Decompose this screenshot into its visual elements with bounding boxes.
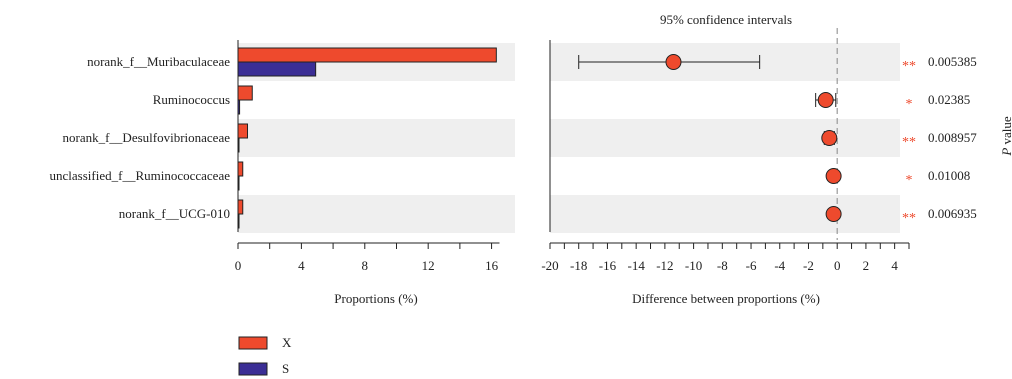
p-value-axis-label: P value bbox=[999, 116, 1012, 157]
estimate-point bbox=[825, 206, 842, 222]
category-label: norank_f__Muribaculaceae bbox=[87, 54, 230, 69]
category-label: Ruminococcus bbox=[153, 92, 230, 107]
p-label-italic: P bbox=[999, 148, 1012, 157]
x-tick-label: -2 bbox=[803, 258, 814, 273]
x-tick-label: 2 bbox=[863, 258, 870, 273]
bar-x bbox=[237, 199, 244, 215]
row-band bbox=[550, 119, 900, 157]
p-value: 0.006935 bbox=[928, 206, 977, 221]
x-tick-label: 4 bbox=[298, 258, 305, 273]
category-labels: norank_f__Muribaculaceae Ruminococcus nora… bbox=[50, 54, 231, 221]
significance-marker: * bbox=[906, 173, 913, 188]
significance-marker: ** bbox=[902, 135, 916, 150]
legend-swatch-x bbox=[238, 336, 268, 350]
bar-x bbox=[237, 85, 253, 101]
x-tick-label: 4 bbox=[891, 258, 898, 273]
p-value: 0.01008 bbox=[928, 168, 970, 183]
x-tick-label: 12 bbox=[422, 258, 435, 273]
x-tick-label: -8 bbox=[717, 258, 728, 273]
proportions-panel: norank_f__Muribaculaceae Ruminococcus nora… bbox=[50, 40, 515, 306]
category-label: norank_f__UCG-010 bbox=[119, 206, 230, 221]
legend: XS bbox=[238, 335, 292, 376]
x-axis-proportions: 0 4 8 12 16 bbox=[235, 40, 500, 273]
x-tick-label: -12 bbox=[656, 258, 673, 273]
row-band bbox=[550, 195, 900, 233]
p-value: 0.005385 bbox=[928, 54, 977, 69]
x-tick-label: -6 bbox=[746, 258, 757, 273]
legend-swatch-s bbox=[238, 362, 268, 376]
estimate-point bbox=[825, 168, 842, 184]
row-band bbox=[238, 119, 515, 157]
p-value: 0.02385 bbox=[928, 92, 970, 107]
x-tick-label: -16 bbox=[599, 258, 617, 273]
estimate-point bbox=[817, 92, 834, 108]
x-tick-label: 0 bbox=[834, 258, 841, 273]
p-label-rest: value bbox=[999, 116, 1012, 148]
confidence-interval-panel: 95% confidence intervals -20 -18 -16 -14 -12… bbox=[541, 12, 1012, 306]
bars bbox=[237, 47, 497, 229]
x-tick-label: -18 bbox=[570, 258, 587, 273]
category-label: norank_f__Desulfovibrionaceae bbox=[63, 130, 231, 145]
x-tick-label: -4 bbox=[774, 258, 785, 273]
row-shading bbox=[550, 43, 900, 233]
x-axis-label-difference: Difference between proportions (%) bbox=[632, 291, 820, 306]
significance-marker: * bbox=[906, 97, 913, 112]
x-tick-label: 8 bbox=[362, 258, 369, 273]
row-band bbox=[238, 195, 515, 233]
x-tick-label: -20 bbox=[541, 258, 558, 273]
x-tick-label: 16 bbox=[485, 258, 499, 273]
x-tick-label: -14 bbox=[627, 258, 645, 273]
bar-s bbox=[237, 61, 317, 77]
significance-marker: ** bbox=[902, 211, 916, 226]
bar-x bbox=[237, 161, 244, 177]
x-tick-label: -10 bbox=[685, 258, 702, 273]
x-axis-difference: -20 -18 -16 -14 -12 -10 -8 -6 -4 -2 0 2 4 bbox=[541, 40, 910, 273]
significance-markers: ******** bbox=[902, 59, 916, 226]
p-values: 0.005385 0.02385 0.008957 0.01008 0.006935 bbox=[928, 54, 977, 221]
bar-x bbox=[237, 47, 497, 63]
p-value: 0.008957 bbox=[928, 130, 977, 145]
chart-title: 95% confidence intervals bbox=[660, 12, 792, 27]
bar-x bbox=[237, 123, 249, 139]
category-label: unclassified_f__Ruminococcaceae bbox=[50, 168, 231, 183]
estimate-point bbox=[665, 54, 682, 70]
confidence-intervals bbox=[578, 54, 842, 222]
estimate-point bbox=[821, 130, 838, 146]
x-axis-label-proportions: Proportions (%) bbox=[334, 291, 417, 306]
significance-marker: ** bbox=[902, 59, 916, 74]
legend-label-s: S bbox=[282, 361, 289, 376]
x-tick-label: 0 bbox=[235, 258, 242, 273]
legend-label-x: X bbox=[282, 335, 292, 350]
